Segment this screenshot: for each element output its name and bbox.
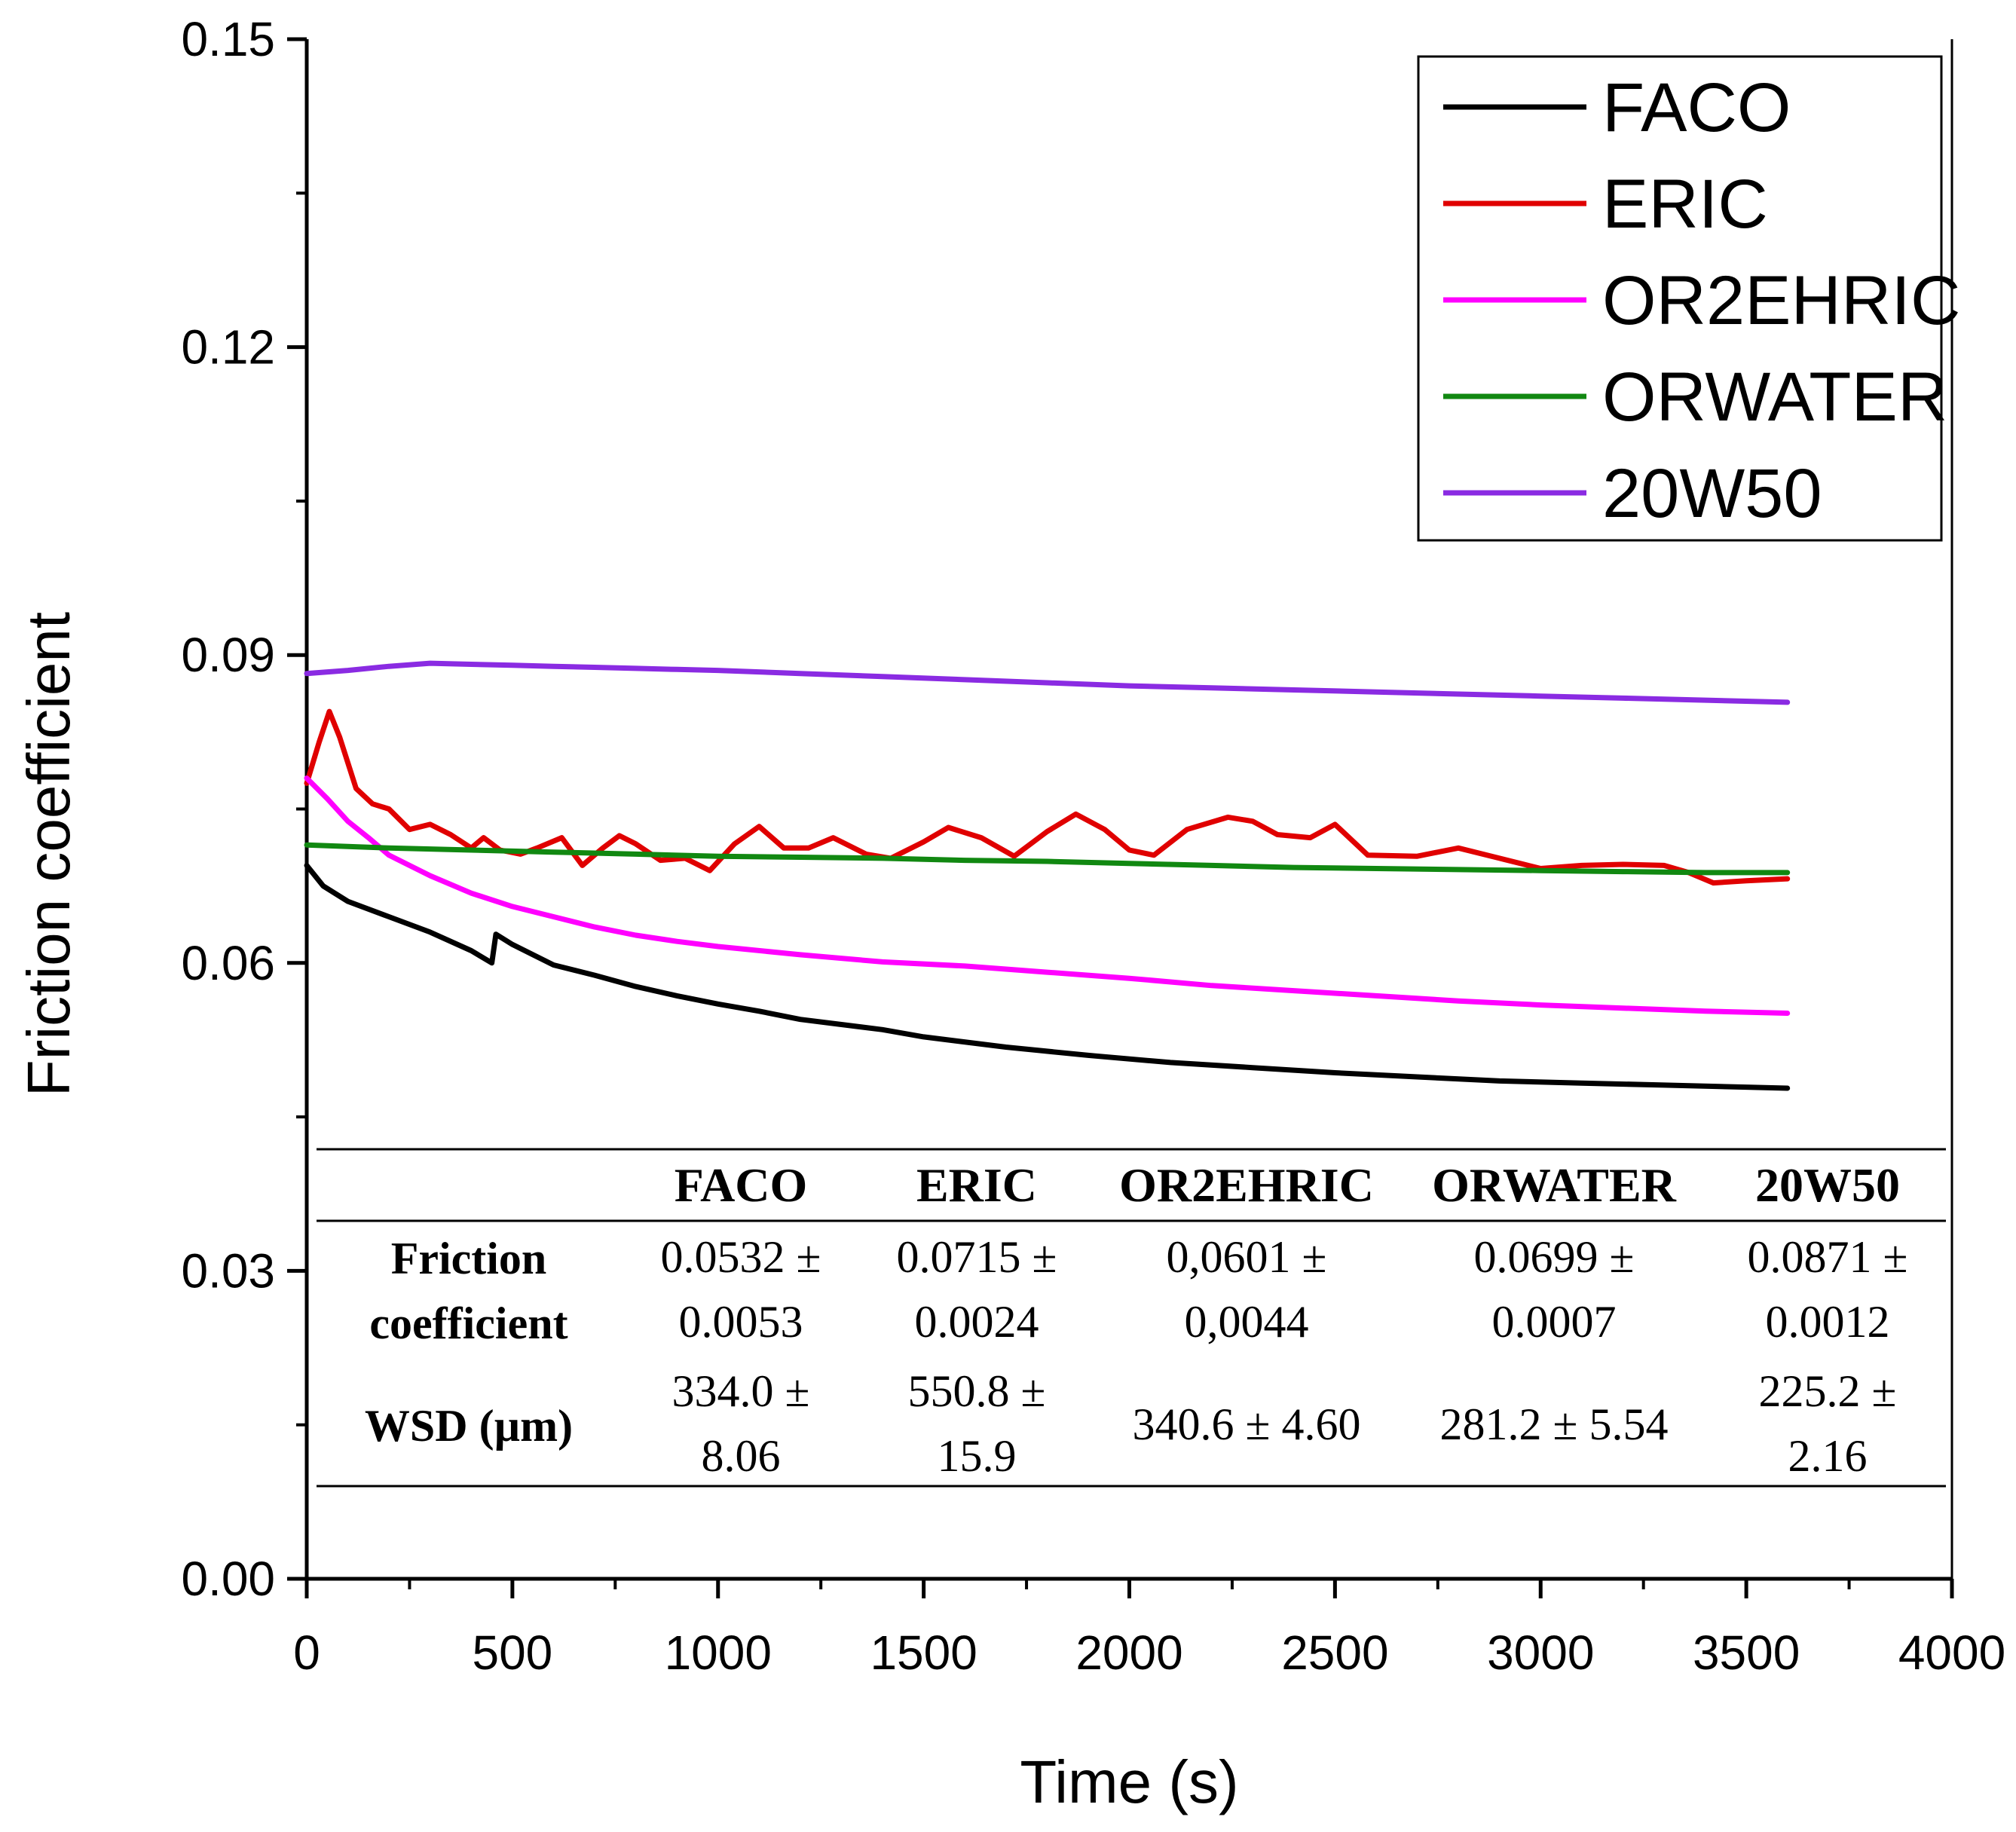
legend-label: ERIC: [1602, 166, 1768, 243]
series-line-eric: [304, 708, 1791, 886]
x-tick-label: 3500: [1693, 1626, 1800, 1680]
x-tick-label: 4000: [1898, 1626, 2005, 1680]
table-cell: 550.8 ±: [908, 1366, 1046, 1416]
series-layer: [304, 660, 1791, 1091]
table-cell: 0.0871 ±: [1748, 1232, 1908, 1282]
y-tick-label: 0.06: [181, 936, 275, 990]
table-row-label: WSD (µm): [365, 1401, 573, 1451]
x-tick-label: 0: [293, 1626, 320, 1680]
series-line-or2ehric: [304, 775, 1791, 1016]
table-cell: 0.0532 ±: [661, 1232, 821, 1282]
table-cell: 225.2 ±: [1759, 1366, 1897, 1416]
y-axis-ticks: 0.00 0.03 0.06 0.09 0.12 0.15: [181, 12, 307, 1606]
y-axis-title: Friction coefficient: [15, 612, 82, 1096]
x-tick-label: 1000: [665, 1626, 772, 1680]
series-line-faco: [304, 862, 1791, 1091]
series-line-orwater: [304, 842, 1791, 876]
table-row-label: Friction: [391, 1234, 547, 1283]
table-row-label: coefficient: [369, 1298, 567, 1348]
table-col-header: ERIC: [916, 1158, 1037, 1212]
table-col-header: ORWATER: [1432, 1158, 1677, 1212]
y-tick-label: 0.12: [181, 320, 275, 375]
y-tick-label: 0.09: [181, 628, 275, 682]
table-cell: 0.0007: [1492, 1297, 1617, 1347]
legend-label: 20W50: [1602, 455, 1822, 532]
table-cell: 0,0601 ±: [1167, 1232, 1327, 1282]
table-cell: 281.2 ± 5.54: [1440, 1399, 1669, 1449]
legend-label: FACO: [1602, 69, 1791, 146]
x-tick-label: 2500: [1281, 1626, 1388, 1680]
table-cell: 340.6 ± 4.60: [1133, 1399, 1361, 1449]
table-cell: 8.06: [702, 1431, 781, 1481]
table-cell: 0.0053: [679, 1297, 803, 1347]
table-cell: 334.0 ±: [672, 1366, 810, 1416]
x-axis-ticks: 0 500 1000 1500 2000 2500 3000 3500 4000: [293, 1579, 2005, 1680]
table-col-header: OR2EHRIC: [1119, 1158, 1374, 1212]
legend-label: OR2EHRIC: [1602, 262, 1960, 339]
x-tick-label: 500: [472, 1626, 552, 1680]
legend: FACO ERIC OR2EHRIC ORWATER 20W50: [1417, 55, 1960, 542]
y-tick-label: 0.15: [181, 12, 275, 66]
table-cell: 0.0699 ±: [1474, 1232, 1635, 1282]
series-line-20w50: [304, 660, 1791, 705]
x-tick-label: 1500: [870, 1626, 977, 1680]
table-cell: 0.0715 ±: [897, 1232, 1057, 1282]
table-cell: 2.16: [1788, 1431, 1868, 1481]
table-col-header: FACO: [675, 1158, 808, 1212]
table-cell: 15.9: [938, 1431, 1017, 1481]
y-tick-label: 0.00: [181, 1552, 275, 1606]
x-tick-label: 2000: [1075, 1626, 1182, 1680]
table-cell: 0.0012: [1766, 1297, 1890, 1347]
table-cell: 0,0044: [1185, 1297, 1309, 1347]
legend-label: ORWATER: [1602, 359, 1947, 436]
data-table: FACO ERIC OR2EHRIC ORWATER 20W50 Friction coef…: [317, 1148, 1946, 1488]
x-axis-title: Time (s): [1020, 1748, 1238, 1815]
table-col-header: 20W50: [1755, 1158, 1900, 1212]
y-tick-label: 0.03: [181, 1243, 275, 1298]
x-tick-label: 3000: [1487, 1626, 1594, 1680]
table-cell: 0.0024: [915, 1297, 1039, 1347]
